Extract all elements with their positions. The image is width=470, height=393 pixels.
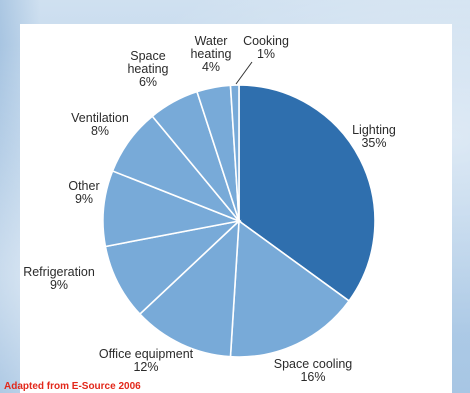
label-other: Other 9%: [68, 179, 99, 206]
label-lighting: Lighting 35%: [352, 123, 396, 150]
slice-office-equipment: [138, 219, 240, 358]
label-space-cooling: Space cooling 16%: [274, 357, 353, 384]
label-space-heating: Space heating 6%: [127, 49, 168, 89]
label-cooking: Cooking 1%: [243, 34, 289, 61]
label-office-equipment: Office equipment 12%: [99, 347, 194, 374]
slice-cooking: [229, 84, 240, 222]
leader-line-cooking: [235, 61, 253, 85]
slice-space-cooling: [229, 219, 351, 358]
label-ventilation: Ventilation 8%: [71, 111, 129, 138]
slice-lighting: [238, 84, 376, 303]
label-water-heating: Water heating 4%: [190, 34, 231, 74]
label-refrigeration: Refrigeration 9%: [23, 265, 95, 292]
source-note: Adapted from E-Source 2006: [4, 381, 141, 392]
